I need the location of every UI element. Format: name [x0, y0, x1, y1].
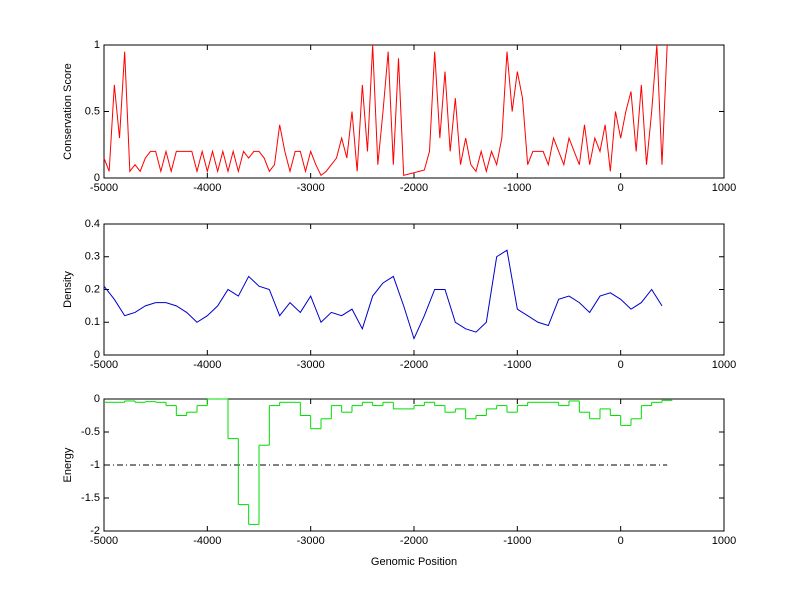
x-tick-label: -4000 [193, 535, 221, 547]
x-tick-label: -1000 [503, 182, 531, 194]
x-tick-label: 1000 [712, 535, 736, 547]
y-tick-label: 1 [94, 39, 100, 51]
axes-box [103, 44, 725, 179]
x-tick-label: -5000 [90, 535, 118, 547]
x-axis-label: Genomic Position [371, 556, 457, 568]
x-tick-label: -4000 [193, 182, 221, 194]
x-tick-label: 0 [618, 359, 624, 371]
axes-box [103, 223, 725, 356]
x-tick-label: 1000 [712, 182, 736, 194]
y-tick-label: 0.3 [85, 251, 100, 263]
y-tick-label: 0.1 [85, 316, 100, 328]
x-tick-label: -3000 [297, 359, 325, 371]
y-tick-label: -1 [90, 459, 100, 471]
y-tick-label: -2 [90, 525, 100, 537]
y-tick-label: 0 [94, 393, 100, 405]
data-line [103, 249, 663, 341]
x-tick-label: -3000 [297, 182, 325, 194]
data-line [103, 44, 668, 177]
x-tick-label: -3000 [297, 535, 325, 547]
x-tick-label: -2000 [400, 182, 428, 194]
x-tick-label: 0 [618, 535, 624, 547]
y-tick-label: -0.5 [81, 426, 100, 438]
y-tick-label: 0.2 [85, 283, 100, 295]
y-tick-label: 0.5 [85, 105, 100, 117]
x-tick-label: -1000 [503, 535, 531, 547]
x-tick-label: -5000 [90, 182, 118, 194]
y-tick-label: 0 [94, 349, 100, 361]
x-tick-label: 0 [618, 182, 624, 194]
x-tick-label: -1000 [503, 359, 531, 371]
y-axis-label: Density [62, 271, 74, 308]
x-tick-label: 1000 [712, 359, 736, 371]
y-axis-label: Energy [62, 447, 74, 482]
x-tick-label: -5000 [90, 359, 118, 371]
y-tick-label: 0 [94, 172, 100, 184]
x-tick-label: -2000 [400, 359, 428, 371]
x-tick-label: -2000 [400, 535, 428, 547]
y-tick-label: 0.4 [85, 218, 100, 230]
x-tick-label: -4000 [193, 359, 221, 371]
y-tick-label: -1.5 [81, 492, 100, 504]
y-axis-label: Conservation Score [62, 63, 74, 160]
